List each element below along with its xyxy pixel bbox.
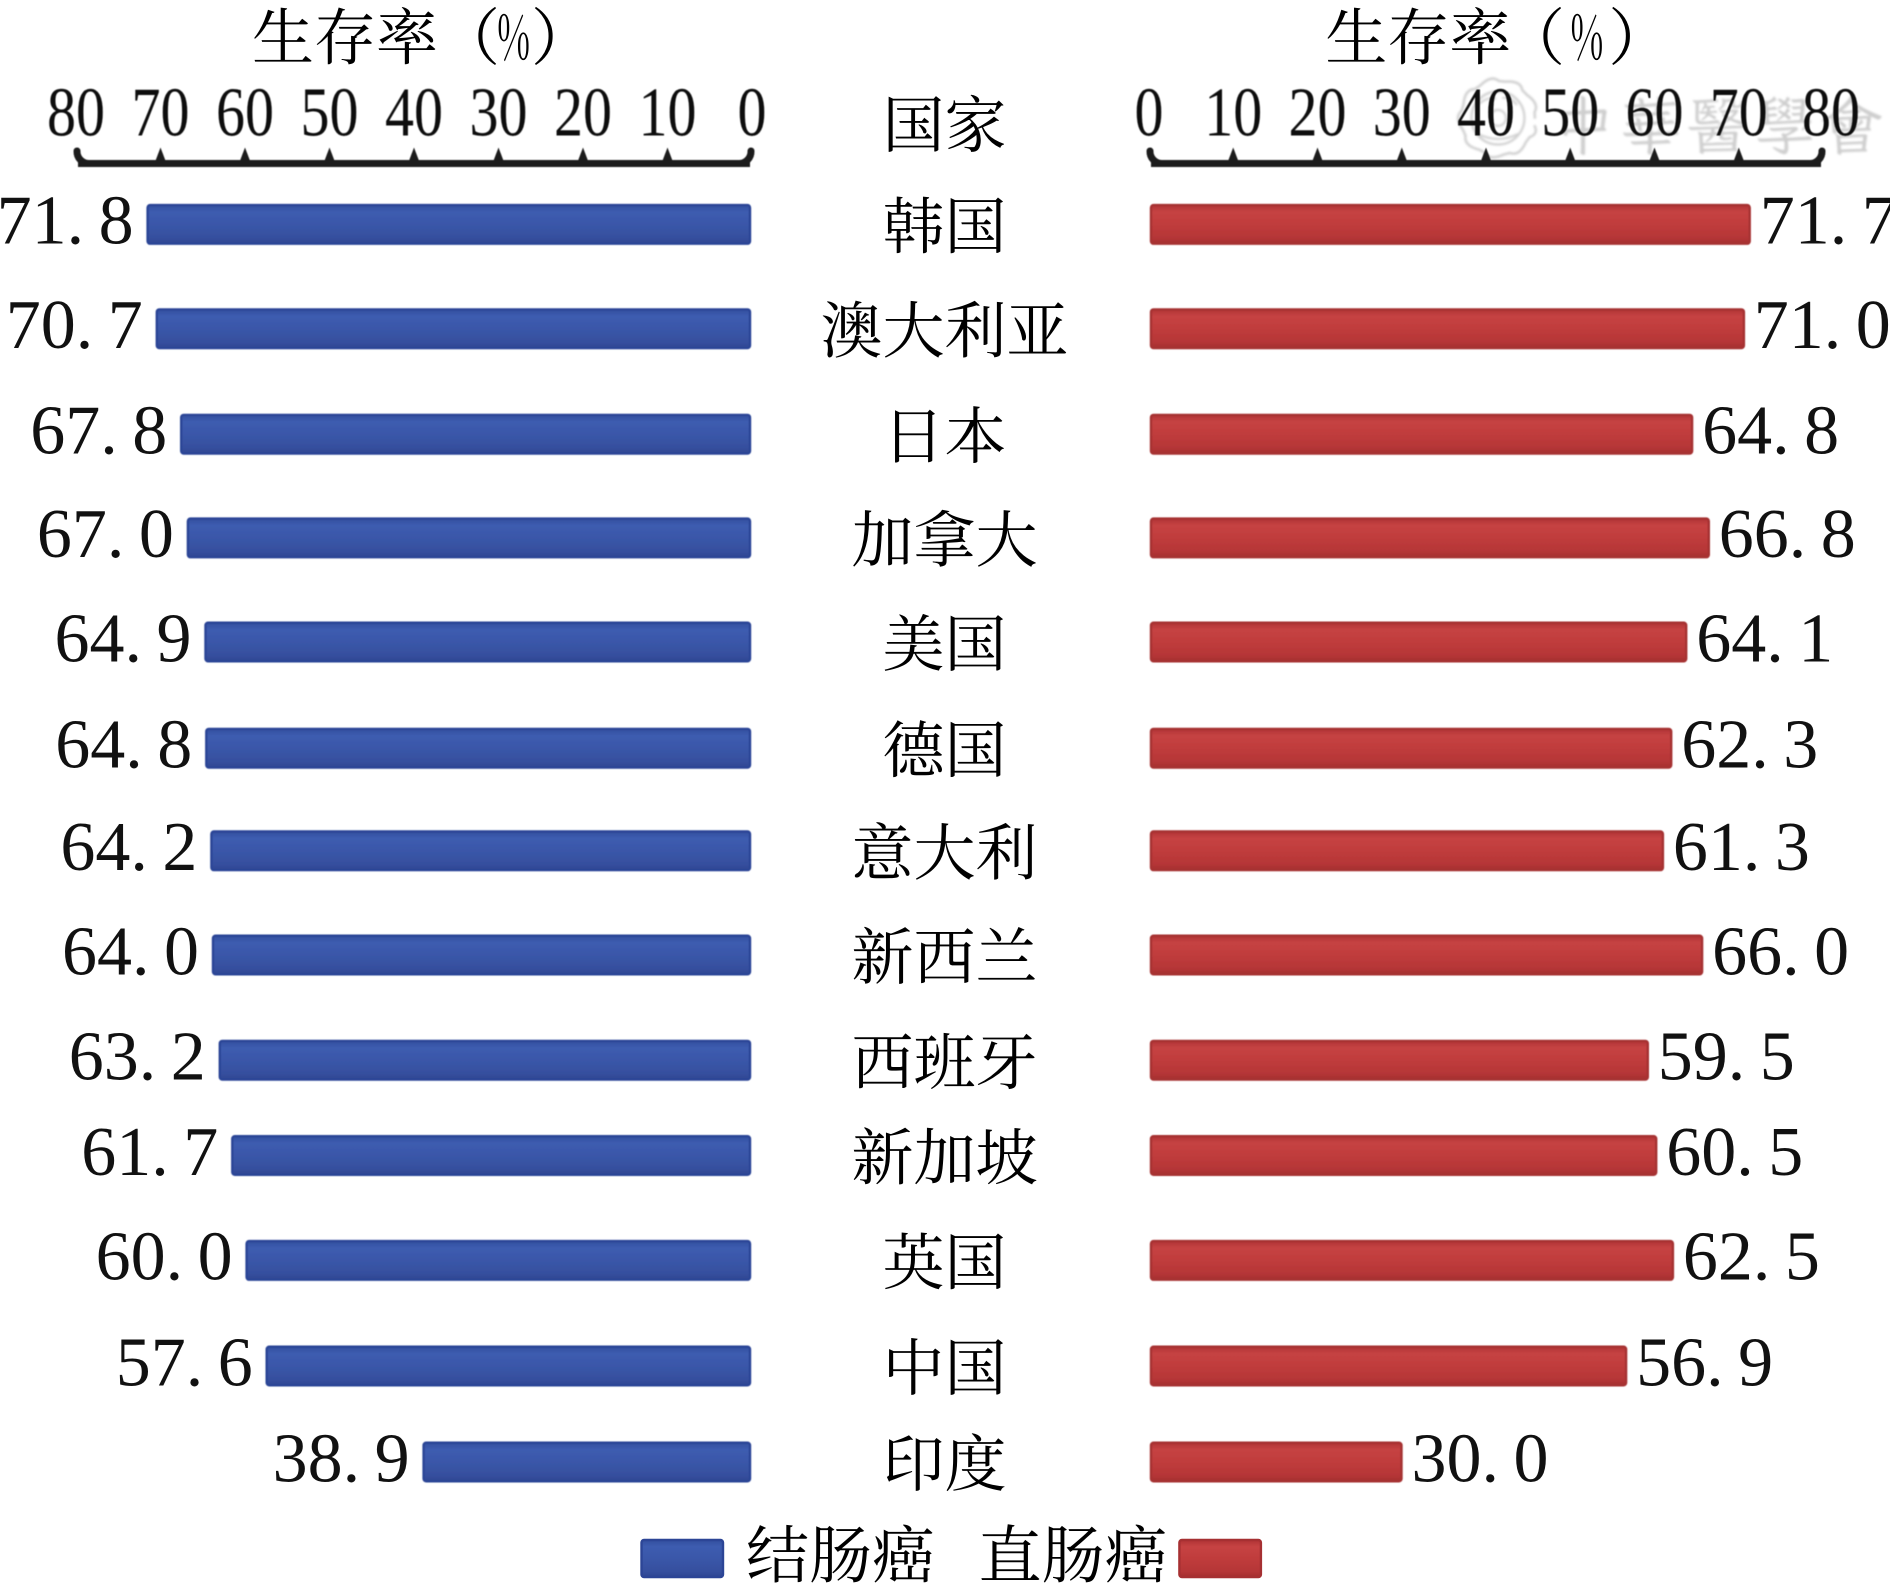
svg-text:60: 60 bbox=[1626, 75, 1684, 152]
svg-text:70: 70 bbox=[132, 75, 190, 152]
svg-text:40: 40 bbox=[385, 75, 443, 152]
svg-text:64. 8: 64. 8 bbox=[1702, 393, 1839, 470]
svg-text:30: 30 bbox=[1373, 75, 1431, 152]
svg-text:70: 70 bbox=[1710, 75, 1768, 152]
svg-text:67. 0: 67. 0 bbox=[37, 496, 174, 573]
svg-text:80: 80 bbox=[47, 75, 105, 152]
svg-text:50: 50 bbox=[301, 75, 359, 152]
svg-text:38. 9: 38. 9 bbox=[273, 1420, 410, 1497]
svg-text:30: 30 bbox=[470, 75, 528, 152]
svg-text:10: 10 bbox=[1204, 75, 1262, 152]
svg-text:56. 9: 56. 9 bbox=[1636, 1324, 1773, 1401]
svg-text:70. 7: 70. 7 bbox=[6, 287, 143, 364]
svg-text:30. 0: 30. 0 bbox=[1412, 1420, 1549, 1497]
svg-text:10: 10 bbox=[639, 75, 697, 152]
svg-text:63. 2: 63. 2 bbox=[69, 1019, 206, 1096]
svg-text:80: 80 bbox=[1802, 75, 1860, 152]
svg-text:62. 3: 62. 3 bbox=[1681, 707, 1818, 784]
svg-text:71. 8: 71. 8 bbox=[0, 183, 134, 260]
svg-text:71. 0: 71. 0 bbox=[1754, 287, 1890, 364]
svg-text:50: 50 bbox=[1541, 75, 1599, 152]
svg-text:60. 5: 60. 5 bbox=[1666, 1114, 1803, 1191]
svg-text:64. 2: 64. 2 bbox=[60, 809, 197, 886]
svg-text:59. 5: 59. 5 bbox=[1658, 1019, 1795, 1096]
svg-text:60. 0: 60. 0 bbox=[96, 1219, 233, 1296]
svg-text:57. 6: 57. 6 bbox=[116, 1324, 253, 1401]
svg-text:64. 9: 64. 9 bbox=[55, 600, 192, 677]
svg-text:61. 3: 61. 3 bbox=[1673, 809, 1810, 886]
svg-text:64. 8: 64. 8 bbox=[55, 707, 192, 784]
svg-text:61. 7: 61. 7 bbox=[81, 1114, 218, 1191]
svg-text:64. 1: 64. 1 bbox=[1696, 600, 1833, 677]
svg-text:20: 20 bbox=[554, 75, 612, 152]
svg-text:66. 8: 66. 8 bbox=[1719, 496, 1856, 573]
svg-text:66. 0: 66. 0 bbox=[1712, 913, 1849, 990]
svg-text:20: 20 bbox=[1289, 75, 1347, 152]
svg-text:40: 40 bbox=[1457, 75, 1515, 152]
svg-text:71. 7: 71. 7 bbox=[1760, 183, 1890, 260]
svg-text:62. 5: 62. 5 bbox=[1683, 1219, 1820, 1296]
svg-text:60: 60 bbox=[216, 75, 274, 152]
svg-text:0: 0 bbox=[1135, 75, 1164, 152]
svg-text:64. 0: 64. 0 bbox=[62, 913, 199, 990]
svg-text:0: 0 bbox=[738, 75, 767, 152]
svg-text:67. 8: 67. 8 bbox=[30, 393, 167, 470]
